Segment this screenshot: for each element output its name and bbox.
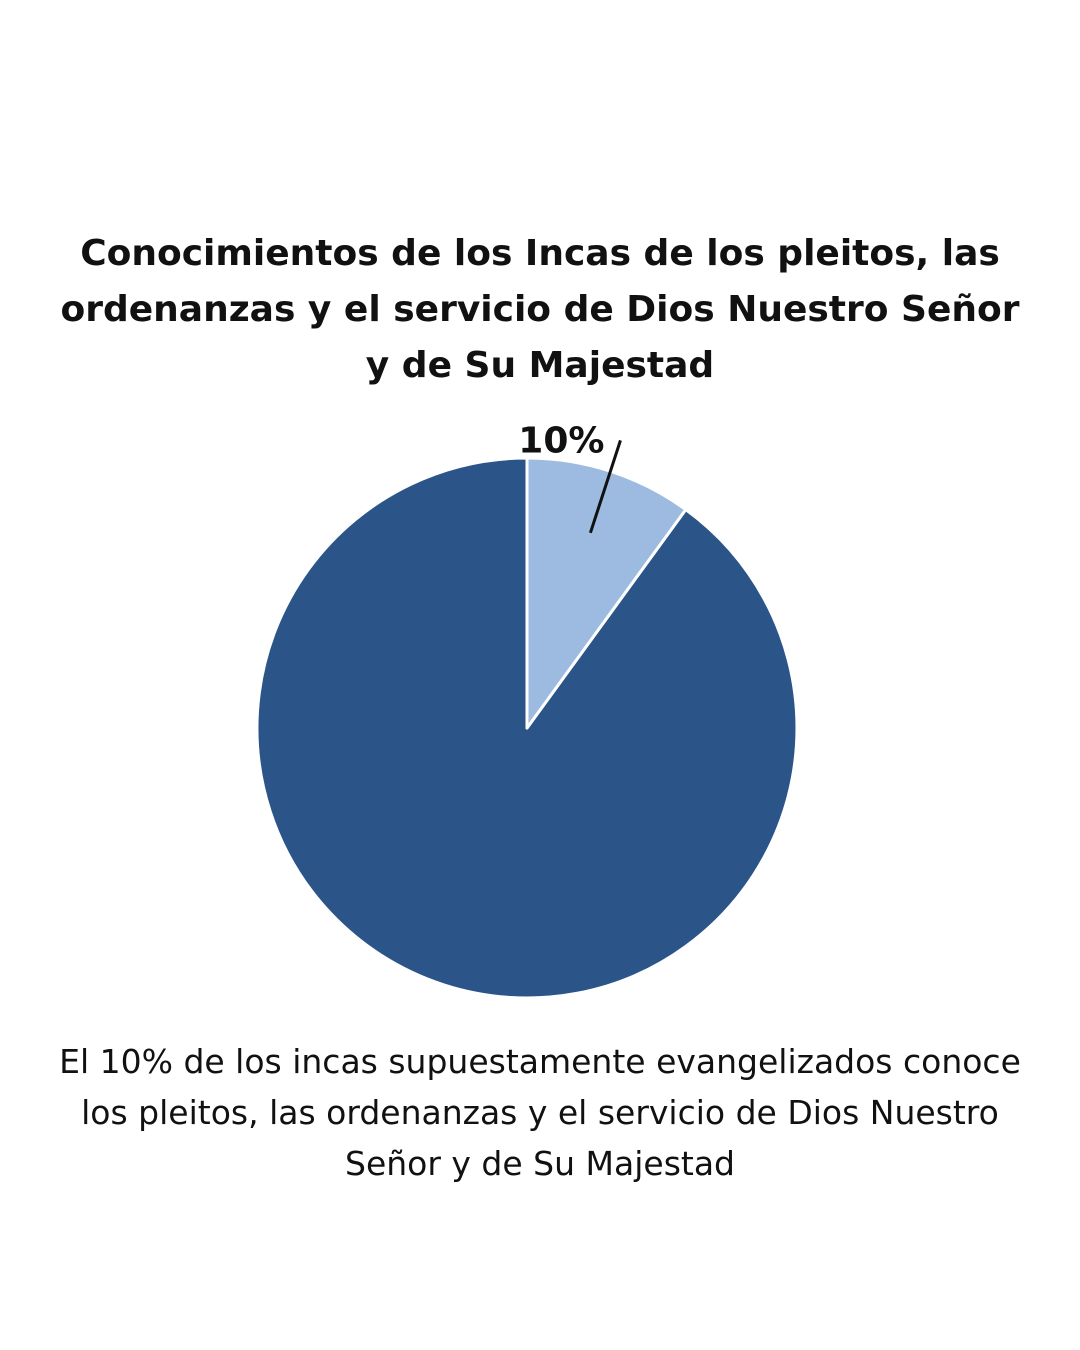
leader-line-2 — [588, 439, 622, 534]
chart-caption: El 10% de los incas supuestamente evange… — [59, 1042, 1021, 1183]
data-label-2: 10% — [518, 420, 604, 461]
pie-labels: 10% — [518, 420, 622, 534]
chart-title: Conocimientos de los Incas de los pleito… — [60, 233, 1020, 386]
pie-slices — [255, 456, 799, 1000]
